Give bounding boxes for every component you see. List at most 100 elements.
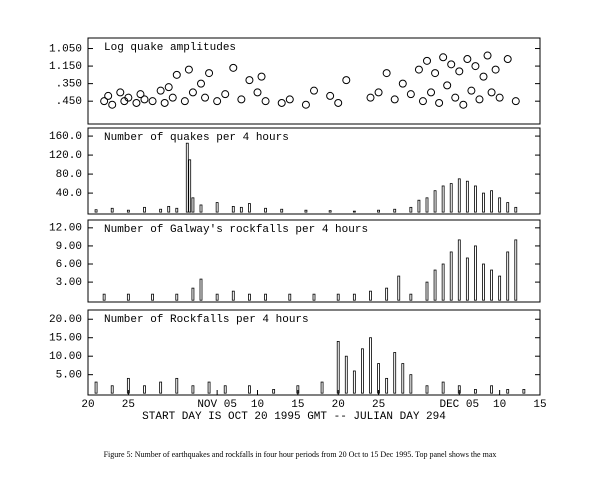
bar (175, 293, 179, 301)
bar (449, 251, 453, 301)
bar (126, 293, 130, 301)
amplitude-point (285, 95, 294, 104)
bar (231, 205, 235, 213)
bar (188, 159, 192, 213)
amplitude-point (132, 98, 141, 107)
amplitude-point (447, 60, 456, 69)
bar (191, 385, 195, 394)
bar (94, 381, 98, 394)
bar (151, 293, 154, 301)
bar (441, 263, 445, 301)
y-tick-label: 3.00 (56, 277, 82, 289)
bar (457, 178, 461, 213)
amplitude-point (221, 90, 230, 99)
amplitude-point (104, 91, 113, 100)
bar (248, 293, 251, 301)
x-axis-label: START DAY IS OCT 20 1995 GMT -- JULIAN D… (142, 411, 446, 423)
y-tick-label: 10.00 (49, 351, 82, 363)
amplitude-point (245, 76, 254, 85)
amplitude-point (253, 88, 262, 97)
bar (498, 275, 502, 301)
amplitude-point (495, 93, 504, 102)
amplitude-point (326, 91, 335, 100)
panel-frame (87, 127, 541, 215)
bar (474, 185, 477, 213)
amplitude-point (418, 97, 427, 106)
amplitude-point (483, 51, 492, 60)
bar (506, 389, 510, 394)
panel-frame (87, 37, 541, 125)
bar (264, 207, 267, 213)
bar (441, 185, 445, 213)
amplitude-point (435, 98, 444, 107)
bar (397, 275, 401, 301)
amplitude-point (116, 88, 125, 97)
bar (385, 377, 389, 394)
bar (94, 209, 98, 213)
amplitude-point (511, 97, 520, 106)
bar (175, 207, 179, 213)
y-tick-label: 1.150 (49, 61, 82, 73)
y-tick-label: 20.00 (49, 314, 82, 326)
x-tick-label: 10 (251, 399, 264, 411)
bar (409, 206, 413, 213)
bar (328, 210, 332, 213)
amplitude-point (124, 93, 133, 102)
bar (425, 281, 429, 301)
bar (159, 208, 163, 213)
panel-title: Number of Rockfalls per 4 hours (104, 314, 309, 326)
bar (506, 202, 510, 213)
bar (199, 204, 203, 213)
amplitude-point (168, 93, 177, 102)
amplitude-point (148, 97, 157, 106)
x-tick-label: 25 (122, 399, 135, 411)
bar (143, 206, 146, 213)
bar (215, 202, 219, 213)
panel-frame (87, 309, 541, 396)
amplitude-point (366, 93, 375, 102)
amplitude-point (487, 88, 496, 97)
bar (385, 287, 389, 301)
amplitude-point (423, 56, 431, 65)
y-tick-label: 160.0 (49, 131, 82, 143)
bar (522, 389, 526, 394)
bar (393, 208, 397, 213)
y-tick-label: 9.00 (56, 241, 82, 253)
bar (490, 269, 493, 301)
amplitude-point (431, 69, 440, 78)
bar (336, 293, 340, 301)
bar (377, 209, 380, 213)
amplitude-point (108, 100, 117, 109)
amplitude-point (382, 69, 391, 78)
bar (369, 337, 372, 394)
amplitude-point (455, 67, 464, 76)
bar (506, 251, 510, 301)
caption: Figure 5: Number of earthquakes and rock… (104, 450, 497, 459)
bar (369, 290, 372, 301)
amplitude-point (184, 65, 193, 74)
bar (272, 389, 276, 394)
amplitude-point (334, 98, 343, 107)
bar (110, 207, 114, 213)
bar (280, 208, 284, 213)
bar (320, 381, 324, 394)
bar (361, 348, 364, 394)
amplitude-point (390, 95, 399, 104)
bar (159, 381, 163, 394)
bar (465, 257, 469, 301)
bar (352, 293, 356, 301)
panel-frame (87, 219, 541, 303)
panel-title: Log quake amplitudes (104, 42, 236, 54)
x-tick-label: 25 (372, 399, 385, 411)
x-tick-label: 15 (291, 399, 304, 411)
bar (409, 374, 413, 394)
amplitude-point (443, 81, 452, 90)
bar (482, 263, 485, 301)
bar (433, 190, 437, 213)
amplitude-point (237, 95, 246, 104)
bar (264, 293, 267, 301)
y-tick-label: .450 (56, 96, 82, 108)
x-tick-label: 10 (493, 399, 506, 411)
bar (175, 377, 179, 394)
